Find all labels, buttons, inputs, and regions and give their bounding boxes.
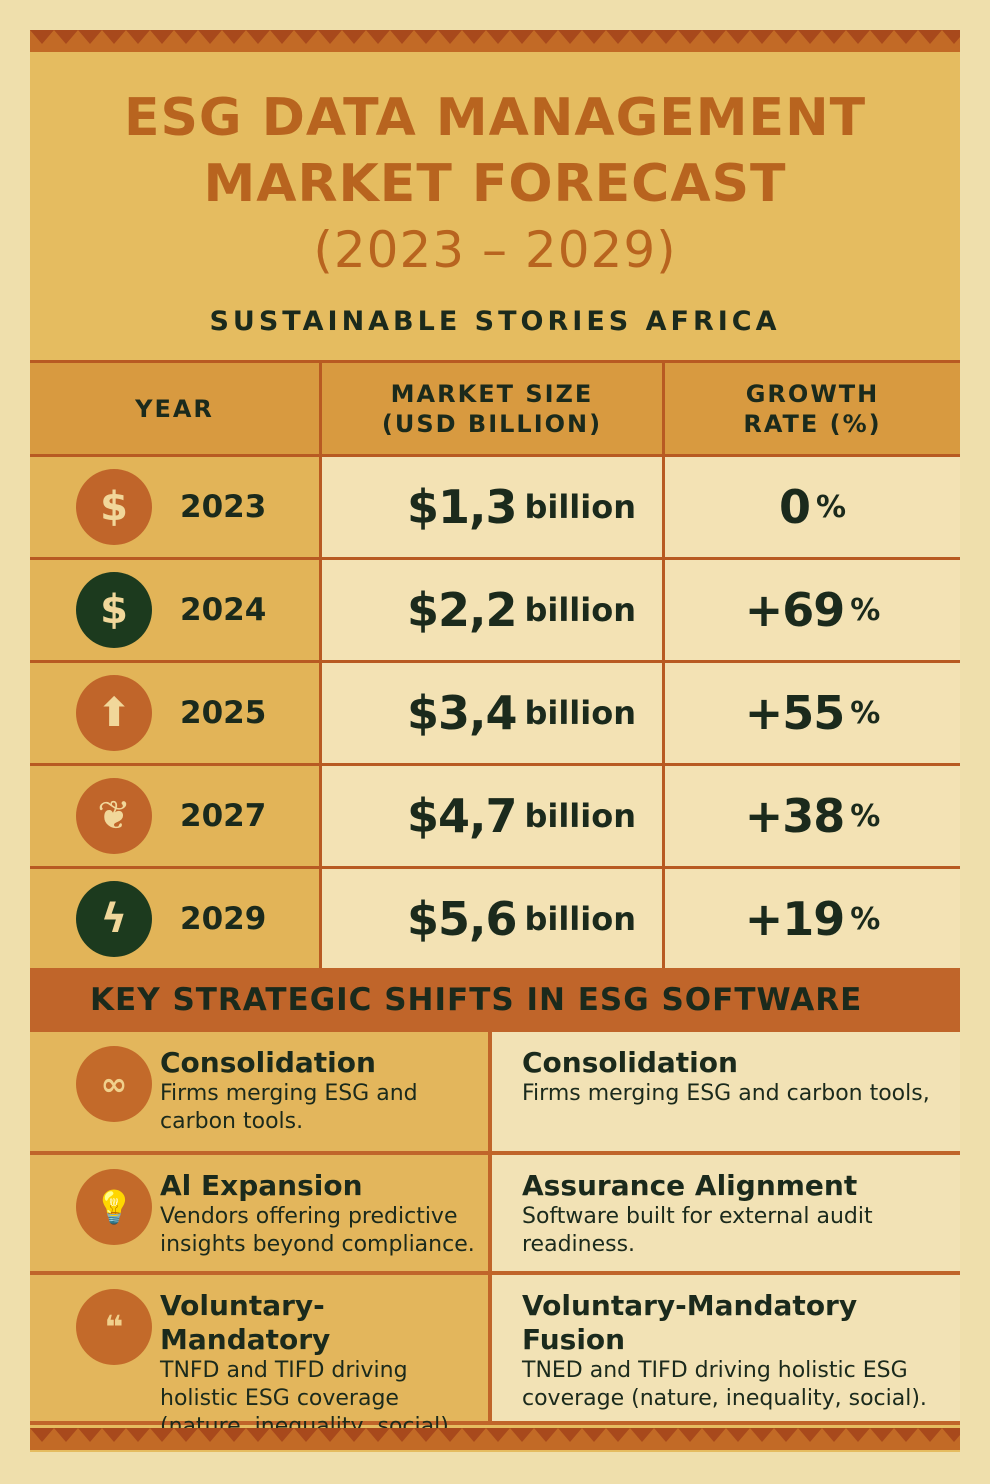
- growth-value: 0: [778, 480, 811, 534]
- market-size-value: $3,4: [406, 686, 517, 740]
- growth-cell: +55%: [665, 663, 960, 763]
- shifts-grid: ∞ Consolidation Firms merging ESG and carb…: [30, 1032, 960, 1439]
- market-size-value: $2,2: [406, 583, 517, 637]
- shift-description: Firms merging ESG and carbon tools.: [160, 1081, 418, 1134]
- shift-title: Assurance Alignment: [522, 1169, 858, 1202]
- year-cell: ❦ 2027: [30, 766, 322, 866]
- shift-row: ❝ Voluntary-Mandatory TNFD and TIFD drivin…: [30, 1275, 960, 1439]
- year-label: 2027: [180, 798, 267, 834]
- year-cell: ⬆ 2025: [30, 663, 322, 763]
- growth-cell: +19%: [665, 869, 960, 969]
- year-cell: $2024: [30, 560, 322, 660]
- market-size-value: $1,3: [406, 480, 517, 534]
- shift-card-left: ∞ Consolidation Firms merging ESG and carb…: [30, 1032, 492, 1151]
- shift-description: Vendors offering predictive insights bey…: [160, 1204, 475, 1257]
- forecast-table: YEAR MARKET SIZE (USD BILLION) GROWTH RA…: [30, 360, 960, 972]
- title-line-2: MARKET FORECAST: [203, 154, 787, 214]
- growth-value: +19: [744, 892, 846, 946]
- shift-card-left: 💡 Al Expansion Vendors offering predictive…: [30, 1155, 492, 1271]
- arrow-up-icon: ⬆: [76, 675, 152, 751]
- column-header-year: YEAR: [30, 363, 322, 454]
- shift-title: Voluntary-Mandatory Fusion: [522, 1289, 858, 1356]
- table-row: $2023 $1,3 billion 0%: [30, 457, 960, 560]
- growth-unit: %: [850, 901, 881, 937]
- market-size-cell: $1,3 billion: [322, 457, 665, 557]
- market-size-cell: $4,7 billion: [322, 766, 665, 866]
- market-size-cell: $5,6 billion: [322, 869, 665, 969]
- year-label: 2029: [180, 901, 267, 937]
- shift-title: Consolidation: [522, 1046, 738, 1079]
- market-size-cell: $2,2 billion: [322, 560, 665, 660]
- growth-value: +69: [744, 583, 846, 637]
- shift-card-left: ❝ Voluntary-Mandatory TNFD and TIFD drivin…: [30, 1275, 492, 1439]
- market-size-unit: billion: [524, 797, 636, 835]
- shift-row: ∞ Consolidation Firms merging ESG and carb…: [30, 1032, 960, 1155]
- market-size-cell: $3,4 billion: [322, 663, 665, 763]
- shift-title: Consolidation: [160, 1046, 376, 1079]
- column-header-market-size: MARKET SIZE (USD BILLION): [322, 363, 665, 454]
- year-cell: $2023: [30, 457, 322, 557]
- growth-cell: 0%: [665, 457, 960, 557]
- chat-bubbles-icon: ❝: [76, 1289, 152, 1365]
- shift-row: 💡 Al Expansion Vendors offering predictive…: [30, 1155, 960, 1275]
- year-cell: ϟ 2029: [30, 869, 322, 969]
- top-zigzag-border: [30, 30, 960, 52]
- growth-unit: %: [850, 695, 881, 731]
- dollar-icon: $: [76, 469, 152, 545]
- growth-unit: %: [850, 592, 881, 628]
- shift-description: TNED and TIFD driving holistic ESG cover…: [522, 1358, 927, 1411]
- year-label: 2023: [180, 489, 267, 525]
- market-size-value: $4,7: [406, 789, 517, 843]
- lightning-icon: ϟ: [76, 881, 152, 957]
- growth-unit: %: [850, 798, 881, 834]
- shift-card-right: Voluntary-Mandatory Fusion TNED and TIFD …: [492, 1275, 960, 1421]
- table-row: ⬆ 2025 $3,4 billion +55%: [30, 663, 960, 766]
- shift-card-right: Assurance Alignment Software built for ex…: [492, 1155, 960, 1271]
- growth-cell: +69%: [665, 560, 960, 660]
- growth-cell: +38%: [665, 766, 960, 866]
- growth-value: +55: [744, 686, 846, 740]
- market-size-unit: billion: [524, 488, 636, 526]
- shifts-banner: KEY STRATEGIC SHIFTS IN ESG SOFTWARE: [30, 968, 960, 1032]
- shift-description: Software built for external audit readin…: [522, 1204, 873, 1257]
- subtitle: SUSTAINABLE STORIES AFRICA: [209, 306, 781, 337]
- column-header-growth: GROWTH RATE (%): [743, 379, 882, 438]
- market-size-value: $5,6: [406, 892, 517, 946]
- table-row: ❦ 2027 $4,7 billion +38%: [30, 766, 960, 869]
- link-icon: ∞: [76, 1046, 152, 1122]
- growth-unit: %: [815, 489, 847, 525]
- leaf-icon: ❦: [76, 778, 152, 854]
- market-size-unit: billion: [524, 591, 636, 629]
- shift-title: Voluntary-Mandatory: [160, 1289, 331, 1356]
- growth-value: +38: [744, 789, 846, 843]
- market-size-unit: billion: [524, 900, 636, 938]
- dollar-icon: $: [76, 572, 152, 648]
- table-header: YEAR MARKET SIZE (USD BILLION) GROWTH RA…: [30, 360, 960, 457]
- table-row: ϟ 2029 $5,6 billion +19%: [30, 869, 960, 972]
- title-line-1: ESG DATA MANAGEMENT: [123, 88, 867, 148]
- title-years: (2023 – 2029): [313, 221, 677, 279]
- lightbulb-icon: 💡: [76, 1169, 152, 1245]
- bottom-zigzag-border: [30, 1428, 960, 1450]
- year-label: 2025: [180, 695, 267, 731]
- table-row: $2024 $2,2 billion +69%: [30, 560, 960, 663]
- shift-card-right: Consolidation Firms merging ESG and carbo…: [492, 1032, 960, 1151]
- shift-title: Al Expansion: [160, 1169, 363, 1202]
- shift-description: Firms merging ESG and carbon tools,: [522, 1081, 930, 1106]
- year-label: 2024: [180, 592, 267, 628]
- page-title: ESG DATA MANAGEMENT MARKET FORECAST (202…: [30, 85, 960, 283]
- market-size-unit: billion: [524, 694, 636, 732]
